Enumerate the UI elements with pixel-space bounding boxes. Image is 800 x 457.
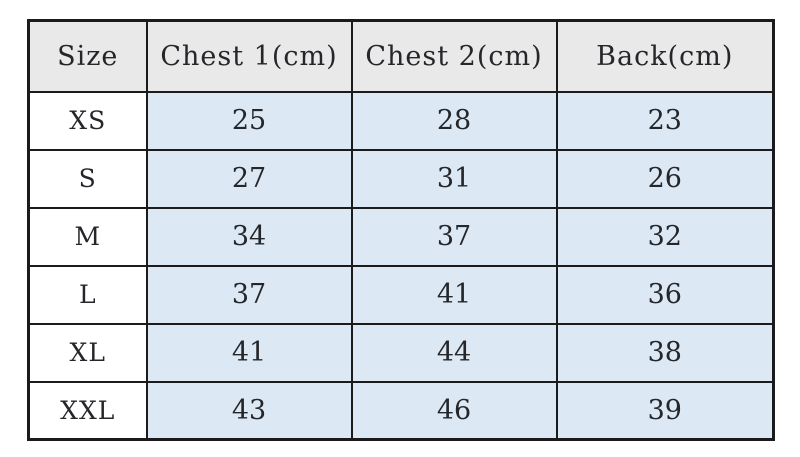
table-row-s: S 27 31 26 — [27, 148, 775, 209]
table-row-l: L 37 41 36 — [27, 264, 775, 325]
chest-2-value: 46 — [350, 380, 558, 441]
chest-2-value: 37 — [350, 206, 558, 267]
back-value: 38 — [555, 322, 775, 383]
column-header-chest-1: Chest 1(cm) — [145, 19, 353, 93]
table-row-xl: XL 41 44 38 — [27, 322, 775, 383]
back-value: 32 — [555, 206, 775, 267]
size-chart-table: Size Chest 1(cm) Chest 2(cm) Back(cm) XS… — [27, 19, 775, 441]
header-row: Size Chest 1(cm) Chest 2(cm) Back(cm) — [27, 19, 775, 93]
size-label: XXL — [27, 380, 148, 441]
chest-1-value: 34 — [145, 206, 353, 267]
back-value: 23 — [555, 90, 775, 151]
chest-2-value: 31 — [350, 148, 558, 209]
size-label: S — [27, 148, 148, 209]
chest-2-value: 41 — [350, 264, 558, 325]
size-label: M — [27, 206, 148, 267]
size-label: XS — [27, 90, 148, 151]
back-value: 36 — [555, 264, 775, 325]
chest-1-value: 25 — [145, 90, 353, 151]
column-header-size: Size — [27, 19, 148, 93]
chest-1-value: 41 — [145, 322, 353, 383]
table-row-xs: XS 25 28 23 — [27, 90, 775, 151]
chest-1-value: 27 — [145, 148, 353, 209]
chest-1-value: 37 — [145, 264, 353, 325]
chest-2-value: 28 — [350, 90, 558, 151]
back-value: 26 — [555, 148, 775, 209]
table-row-xxl: XXL 43 46 39 — [27, 380, 775, 441]
size-label: XL — [27, 322, 148, 383]
chest-2-value: 44 — [350, 322, 558, 383]
table-row-m: M 34 37 32 — [27, 206, 775, 267]
back-value: 39 — [555, 380, 775, 441]
column-header-back: Back(cm) — [555, 19, 775, 93]
chest-1-value: 43 — [145, 380, 353, 441]
size-label: L — [27, 264, 148, 325]
column-header-chest-2: Chest 2(cm) — [350, 19, 558, 93]
